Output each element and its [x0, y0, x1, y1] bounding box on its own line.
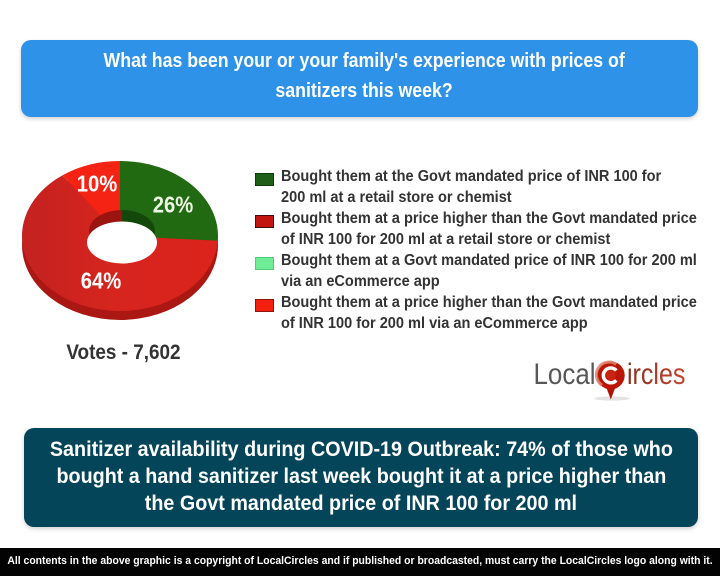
- svg-text:ircles: ircles: [627, 358, 685, 391]
- svg-text:Local: Local: [534, 358, 596, 391]
